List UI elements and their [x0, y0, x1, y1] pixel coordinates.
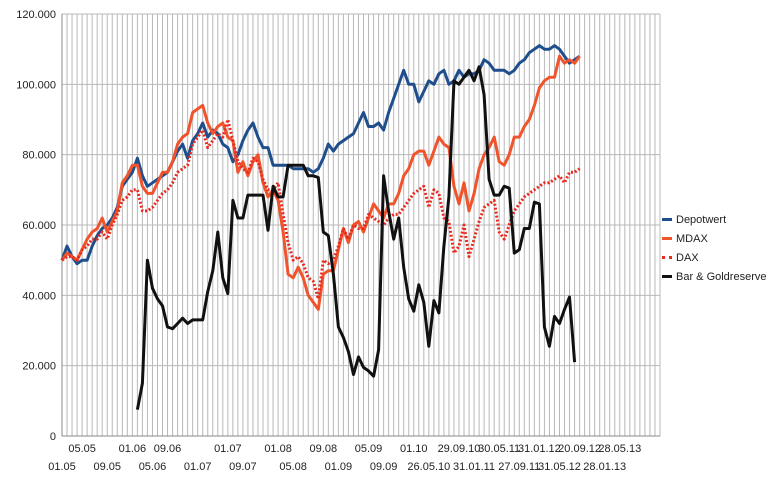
- x-tick-label: 09.07: [229, 461, 257, 473]
- legend-label-mdax: MDAX: [676, 232, 708, 245]
- legend-swatch-dax: [662, 256, 672, 259]
- x-tick-label: 28.01.13: [583, 461, 626, 473]
- x-tick-label: 01.10: [400, 443, 428, 455]
- x-tick-label: 30.05.11: [478, 443, 520, 455]
- series-line-bar-goldreserve: [135, 65, 577, 410]
- series-line-depotwert: [60, 44, 581, 266]
- x-tick-label: 01.07: [184, 461, 212, 473]
- x-tick-label: 31.01.12: [518, 443, 561, 455]
- x-tick-label: 01.05: [48, 461, 76, 473]
- y-tick-label: 120.000: [16, 9, 56, 21]
- x-tick-label: 01.09: [325, 461, 353, 473]
- legend-item-bar-goldreserve: Bar & Goldreserve: [662, 267, 768, 286]
- x-tick-label: 28.05.13: [598, 443, 641, 455]
- legend-item-dax: DAX: [662, 248, 768, 267]
- y-tick-labels: 0 20.000 40.000 60.000 80.000 100.000 120.000: [16, 9, 56, 443]
- x-tick-label: 01.06: [119, 443, 147, 455]
- legend-item-mdax: MDAX: [662, 229, 768, 248]
- x-tick-label: 29.09.10: [438, 443, 481, 455]
- x-tick-label: 09.08: [310, 443, 338, 455]
- axes: [61, 14, 660, 437]
- legend-swatch-depotwert: [662, 218, 672, 221]
- x-tick-label: 01.08: [264, 443, 292, 455]
- legend-swatch-bar-goldreserve: [662, 275, 672, 278]
- x-tick-label: 27.09.11: [498, 461, 540, 473]
- y-tick-label: 60.000: [22, 220, 56, 232]
- x-tick-label: 26.05.10: [407, 461, 450, 473]
- x-tick-label: 31.01.11: [453, 461, 495, 473]
- x-tick-labels: 05.05 01.06 09.06 01.07 01.08 09.08 05.09 01.10…: [48, 443, 641, 473]
- y-tick-label: 0: [50, 431, 56, 443]
- x-tick-label: 05.06: [139, 461, 167, 473]
- legend-item-depotwert: Depotwert: [662, 210, 768, 229]
- legend-swatch-mdax: [662, 237, 672, 240]
- y-tick-label: 100.000: [16, 79, 56, 91]
- x-tick-label: 09.06: [154, 443, 182, 455]
- x-tick-label: 05.08: [279, 461, 307, 473]
- legend: Depotwert MDAX DAX Bar & Goldreserve: [662, 210, 768, 286]
- x-tick-label: 05.05: [68, 443, 96, 455]
- legend-label-bar-goldreserve: Bar & Goldreserve: [676, 270, 767, 283]
- x-tick-label: 09.09: [370, 461, 398, 473]
- legend-label-dax: DAX: [676, 251, 699, 264]
- y-tick-label: 80.000: [22, 150, 56, 162]
- x-tick-label: 09.05: [93, 461, 121, 473]
- series-lines: [60, 44, 581, 410]
- series-line-mdax: [60, 54, 581, 311]
- x-tick-label: 05.09: [355, 443, 383, 455]
- series-line-dax: [61, 118, 581, 301]
- y-tick-label: 40.000: [22, 290, 56, 302]
- legend-label-depotwert: Depotwert: [676, 213, 727, 226]
- x-tick-label: 20.09.12: [558, 443, 601, 455]
- x-tick-label: 01.07: [214, 443, 242, 455]
- y-tick-label: 20.000: [22, 361, 56, 373]
- x-tick-label: 31.05.12: [538, 461, 581, 473]
